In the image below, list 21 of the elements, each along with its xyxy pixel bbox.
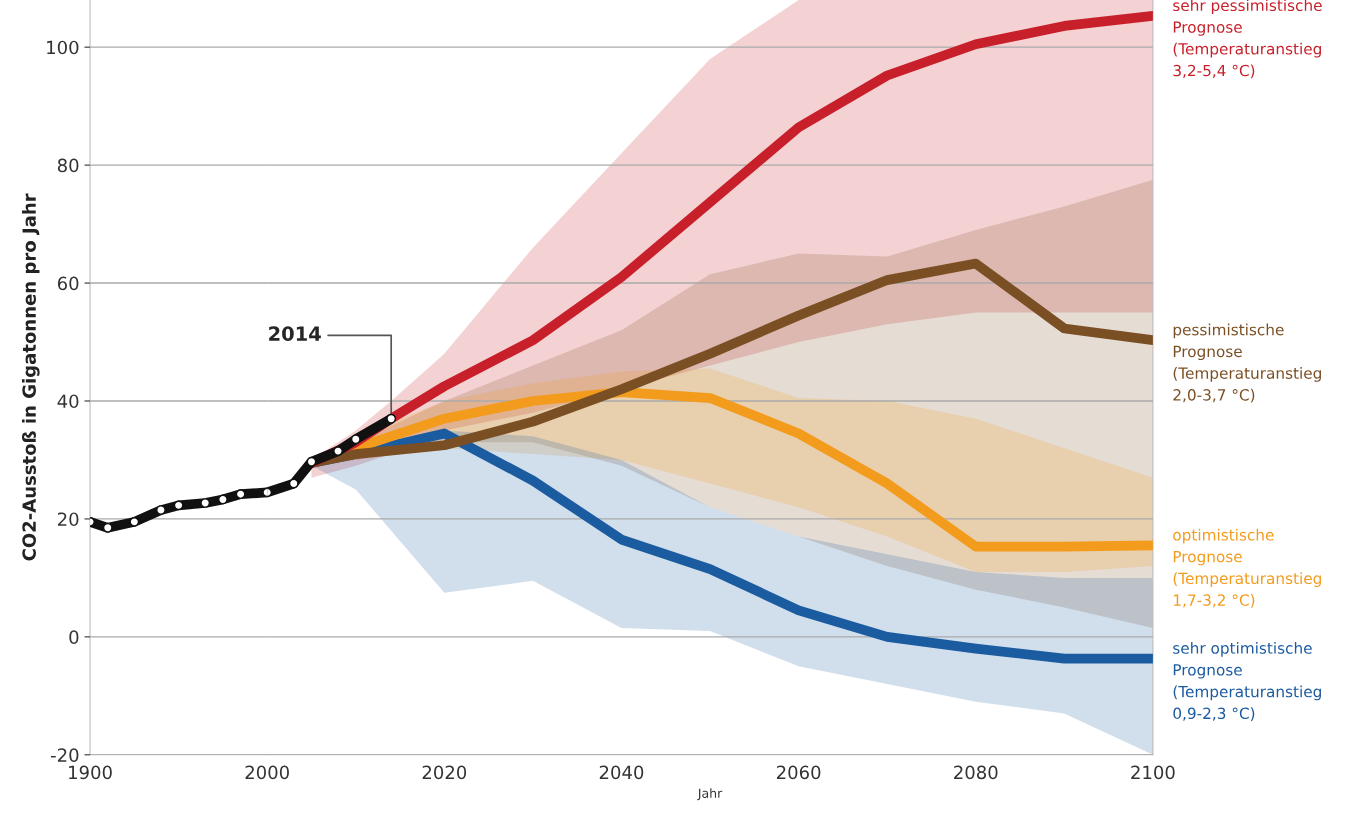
- x-tick-label: 2100: [1131, 765, 1175, 780]
- y-tick-label: 20: [57, 512, 79, 527]
- series-label: pessimistische Prognose (Temperaturanstieg 2,0-3,7 °C): [1173, 323, 1321, 403]
- y-tick-label: 0: [69, 630, 79, 644]
- x-tick-label: 2000: [245, 765, 289, 780]
- y-tick-label: 60: [57, 276, 79, 291]
- x-tick-label: 2080: [954, 765, 998, 780]
- series-label: sehr pessimistische Prognose (Temperaturanstieg 3,2-5,4 °C): [1173, 0, 1322, 79]
- x-axis-title: Jahr: [697, 788, 723, 801]
- y-tick-label: -20: [51, 748, 79, 762]
- series-label: optimistische Prognose (Temperaturanstieg 1,7-3,2 °C): [1173, 528, 1321, 608]
- y-tick-label: 40: [57, 394, 79, 409]
- x-tick-label: 2060: [776, 765, 821, 780]
- y-tick-label: 80: [57, 158, 79, 173]
- series-label: sehr optimistische Prognose (Temperaturanstieg 0,9-2,3 °C): [1173, 642, 1321, 721]
- x-tick-label: 2020: [422, 765, 467, 780]
- x-tick-label: 2040: [599, 765, 644, 780]
- y-axis-title: CO2-Ausstoß in Gigatonnen pro Jahr: [21, 193, 40, 561]
- x-tick-label: 1900: [69, 765, 112, 780]
- annotation: 2014: [269, 326, 321, 341]
- y-tick-label: 100: [47, 40, 79, 55]
